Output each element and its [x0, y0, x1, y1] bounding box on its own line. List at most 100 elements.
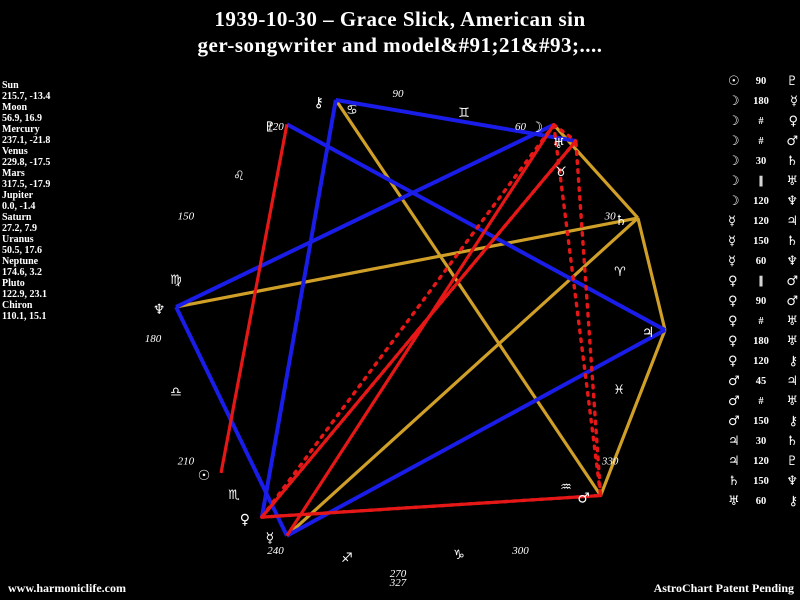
aspect-type: 180 [753, 336, 769, 347]
aspect-type: 120 [753, 196, 769, 207]
aspect-type: 150 [753, 236, 769, 247]
aspect-planet1-glyph: ♃ [728, 434, 740, 449]
aspect-row: ☽ # ♂ [728, 132, 798, 152]
aspect-row: ☉ 90 ♇ [728, 72, 798, 92]
sign-glyph-capricorn: ♑ [453, 548, 465, 563]
aspect-line [285, 123, 556, 537]
chart-title-line1: 1939-10-30 – Grace Slick, American sin [214, 7, 586, 31]
aspect-line [175, 216, 639, 309]
aspect-planet1-glyph: ♂ [728, 414, 740, 429]
aspect-planet2-glyph: ♄ [786, 434, 798, 449]
aspect-type: 30 [755, 156, 767, 167]
aspect-type: 120 [753, 456, 769, 467]
website-watermark: www.harmoniclife.com [8, 581, 126, 595]
aspect-planet1-glyph: ♀ [728, 314, 738, 329]
aspect-planet2-glyph: ⚷ [788, 414, 798, 429]
degree-label: 240 [267, 545, 284, 557]
aspect-row: ♄ 150 ♆ [728, 472, 798, 492]
sign-glyph-aquarius: ♒ [560, 480, 572, 495]
aspect-line [260, 123, 556, 519]
aspect-line [574, 139, 603, 498]
planet-glyph-pluto: ♇ [264, 119, 277, 135]
aspect-line [175, 122, 555, 309]
aspect-planet2-glyph: ♆ [786, 194, 798, 209]
aspect-planet1-glyph: ☿ [728, 254, 736, 269]
aspect-type: 120 [753, 356, 769, 367]
degree-label: 150 [178, 211, 195, 223]
aspect-line [259, 99, 338, 518]
planet-glyph-chiron: ⚷ [314, 95, 324, 111]
aspect-type: 45 [755, 376, 767, 387]
aspect-line [636, 217, 667, 331]
aspect-planet2-glyph: ♅ [786, 174, 798, 189]
planet-coords: 0.0, -1.4 [2, 201, 36, 212]
sign-glyph-libra: ♎ [170, 385, 182, 400]
aspect-type: 150 [753, 476, 769, 487]
aspect-row: ♃ 30 ♄ [728, 432, 798, 452]
aspect-row: ☿ 120 ♃ [728, 212, 798, 232]
sign-glyph-taurus: ♉ [555, 165, 567, 180]
sign-glyph-scorpio: ♏ [228, 488, 240, 503]
aspect-planet2-glyph: ♆ [786, 254, 798, 269]
aspect-planet1-glyph: ♂ [728, 374, 740, 389]
planet-coords: 215.7, -13.4 [2, 91, 51, 102]
aspect-type: 90 [755, 76, 767, 87]
planet-coords: 122.9, 23.1 [2, 289, 47, 300]
degree-label: 300 [511, 545, 529, 557]
planet-coords: 110.1, 15.1 [2, 311, 47, 322]
aspect-planet2-glyph: ♅ [786, 314, 798, 329]
aspect-row: ♀ ∥ ♂ [728, 272, 798, 292]
degree-label: 210 [178, 456, 195, 468]
planet-glyph-venus: ♀ [240, 512, 250, 528]
aspect-planet1-glyph: ♀ [728, 334, 738, 349]
aspect-planet1-glyph: ♃ [728, 454, 740, 469]
planet-name: Uranus [2, 234, 34, 245]
aspect-planet2-glyph: ♅ [786, 334, 798, 349]
aspect-type: 90 [755, 296, 767, 307]
aspect-type: # [758, 116, 764, 127]
aspect-planet2-glyph: ♀ [788, 114, 798, 129]
aspect-row: ♀ # ♅ [728, 312, 798, 332]
planet-coords: 27.2, 7.9 [2, 223, 37, 234]
aspect-row: ☽ 180 ☿ [728, 92, 798, 112]
aspect-planet2-glyph: ♃ [786, 214, 798, 229]
aspect-line [552, 123, 603, 498]
aspect-planet1-glyph: ♅ [728, 494, 740, 509]
aspect-type: 60 [755, 256, 767, 267]
sign-glyph-gemini: ♊ [458, 106, 470, 121]
aspect-line [260, 139, 578, 519]
degree-label: 270 [390, 568, 407, 580]
planet-name: Saturn [2, 212, 32, 223]
degree-label: 30 [604, 211, 617, 223]
aspect-row: ☽ ∥ ♅ [728, 172, 798, 192]
planet-glyph-sun: ☉ [198, 468, 211, 484]
planet-name: Mars [2, 168, 25, 179]
aspect-planet1-glyph: ☽ [728, 94, 740, 109]
planet-coords: 174.6, 3.2 [2, 267, 42, 278]
aspect-line [285, 328, 666, 538]
aspect-type: 180 [753, 96, 769, 107]
planet-name: Jupiter [2, 190, 34, 201]
aspect-planet2-glyph: ♃ [786, 374, 798, 389]
planet-coords: 317.5, -17.9 [2, 179, 51, 190]
planet-glyph-jupiter: ♃ [642, 325, 655, 341]
planet-glyph-saturn: ♄ [615, 213, 628, 229]
aspect-planet2-glyph: ♇ [786, 454, 798, 469]
aspect-planet1-glyph: ♀ [728, 354, 738, 369]
planet-coords: 56.9, 16.9 [2, 113, 42, 124]
aspect-planet2-glyph: ⚷ [788, 354, 798, 369]
planet-coords: 229.8, -17.5 [2, 157, 51, 168]
aspect-line [219, 123, 289, 474]
aspect-planet1-glyph: ♂ [728, 394, 740, 409]
planet-name: Sun [2, 80, 19, 91]
patent-notice: AstroChart Patent Pending [653, 581, 794, 595]
planet-name: Moon [2, 102, 27, 113]
planet-glyph-moon: ☽ [531, 120, 544, 136]
planet-glyph-mars: ♂ [577, 491, 590, 507]
aspect-row: ☽ 30 ♄ [728, 152, 798, 172]
aspect-line [260, 493, 603, 519]
aspect-planet1-glyph: ☽ [728, 134, 740, 149]
aspect-type: # [758, 136, 764, 147]
aspect-row: ♅ 60 ⚷ [728, 492, 798, 512]
